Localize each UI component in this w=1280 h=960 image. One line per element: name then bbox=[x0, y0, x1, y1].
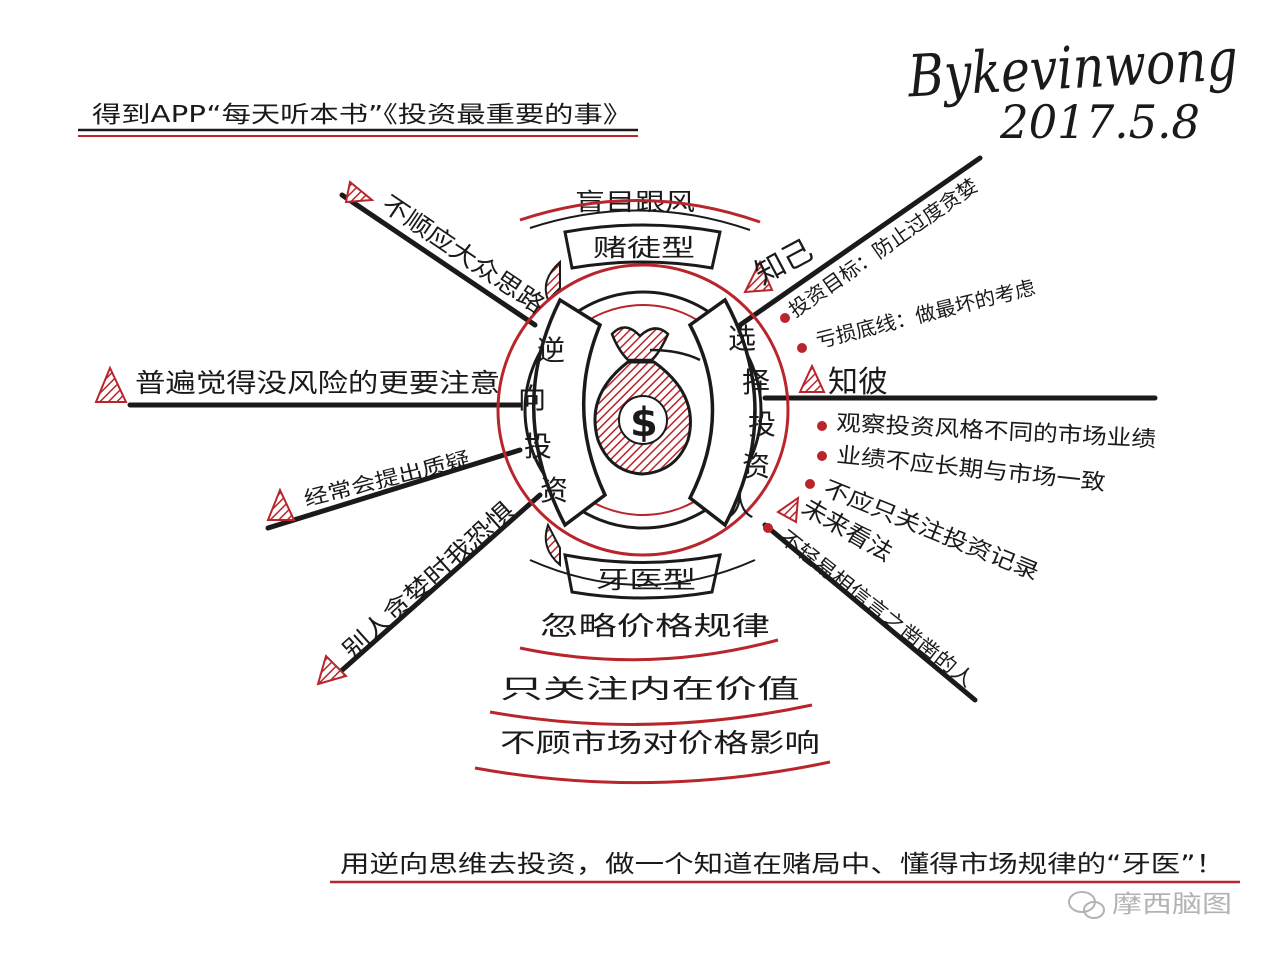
svg-text:投: 投 bbox=[748, 408, 776, 441]
bottom-item-1-underline bbox=[519, 638, 779, 662]
triangle-marker-icon bbox=[776, 495, 800, 524]
bottom-curl-arrow bbox=[544, 522, 561, 568]
svg-text:人: 人 bbox=[726, 490, 754, 523]
svg-text:摩西脑图: 摩西脑图 bbox=[1112, 890, 1232, 918]
money-bag-icon: $ bbox=[593, 326, 701, 476]
svg-text:选: 选 bbox=[728, 322, 756, 355]
svg-text:逆: 逆 bbox=[537, 334, 565, 367]
svg-text:投: 投 bbox=[524, 430, 552, 463]
left-branch-2: 普遍觉得没风险的更要注意 bbox=[94, 365, 500, 403]
top-arc-red bbox=[519, 199, 761, 224]
svg-text:别人贪婪时我恐惧: 别人贪婪时我恐惧 bbox=[337, 496, 519, 664]
left-branch-3: 经常会提出质疑 bbox=[266, 446, 472, 521]
author-date: 2017.5.8 bbox=[999, 95, 1200, 149]
svg-text:知彼: 知彼 bbox=[828, 365, 888, 400]
branch-lines bbox=[127, 155, 1158, 703]
svg-text:择: 择 bbox=[742, 366, 770, 399]
top-arc-black bbox=[529, 209, 751, 231]
svg-text:向: 向 bbox=[518, 382, 546, 415]
triangle-marker-icon bbox=[743, 259, 774, 294]
svg-text:资: 资 bbox=[742, 450, 770, 483]
svg-text:普遍觉得没风险的更要注意: 普遍觉得没风险的更要注意 bbox=[135, 369, 500, 399]
top-type-label: 赌徒型 bbox=[593, 234, 695, 262]
bottom-item-1: 忽略价格规律 bbox=[540, 612, 770, 642]
svg-text:业绩不应长期与市场一致: 业绩不应长期与市场一致 bbox=[835, 443, 1106, 496]
left-branch-1: 不顺应大众思路 bbox=[344, 180, 550, 319]
right-band-label: 选 择 投 资 人 bbox=[726, 322, 776, 523]
triangle-marker-icon bbox=[266, 487, 296, 521]
bottom-item-2: 只关注内在价值 bbox=[500, 675, 800, 705]
triangle-marker-icon bbox=[316, 654, 348, 686]
bottom-type-label: 牙医型 bbox=[596, 566, 696, 594]
svg-text:资: 资 bbox=[540, 474, 568, 507]
bottom-item-3-underline bbox=[474, 760, 831, 785]
outer-ring-red bbox=[496, 263, 790, 557]
left-band bbox=[532, 297, 608, 528]
inner-ring-black bbox=[523, 290, 763, 530]
bottom-arc-black bbox=[529, 559, 756, 586]
watermark: 摩西脑图 bbox=[1068, 890, 1232, 919]
right-section-know-self: 知己 投资目标：防止过度贪婪 亏损底线：做最坏的考虑 bbox=[743, 173, 1038, 353]
right-band bbox=[687, 297, 757, 528]
chat-bubble-icon bbox=[1068, 891, 1105, 919]
triangle-marker-icon bbox=[94, 365, 128, 403]
left-branch-4: 别人贪婪时我恐惧 bbox=[316, 496, 520, 686]
header-title: 得到APP“每天听本书”《投资最重要的事》 bbox=[92, 102, 632, 128]
svg-text:不顺应大众思路: 不顺应大众思路 bbox=[377, 190, 550, 319]
svg-text:观察投资风格不同的市场业绩: 观察投资风格不同的市场业绩 bbox=[836, 411, 1157, 453]
left-band-label: 逆 向 投 资 bbox=[518, 334, 568, 507]
top-type-band bbox=[563, 223, 722, 270]
triangle-marker-icon bbox=[798, 363, 826, 393]
triangle-marker-icon bbox=[344, 180, 375, 204]
bottom-item-3: 不顾市场对价格影响 bbox=[500, 729, 820, 759]
footer-conclusion: 用逆向思维去投资，做一个知道在赌局中、懂得市场规律的“牙医”！ bbox=[340, 850, 1225, 878]
svg-text:经常会提出质疑: 经常会提出质疑 bbox=[301, 446, 472, 510]
bottom-item-2-underline bbox=[489, 703, 813, 726]
dollar-sign: $ bbox=[630, 400, 658, 446]
